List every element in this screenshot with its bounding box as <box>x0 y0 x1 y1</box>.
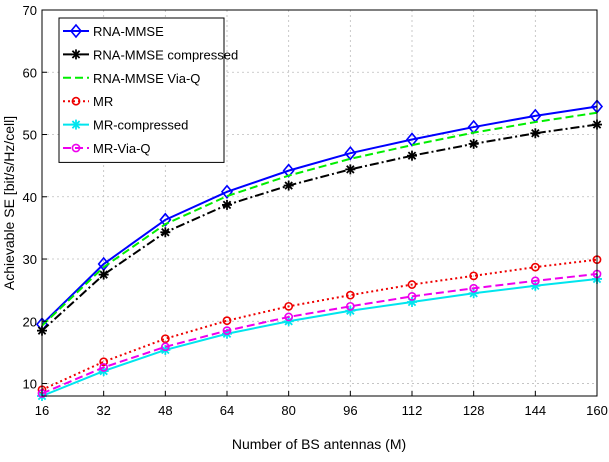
y-axis-label: Achievable SE [bit/s/Hz/cell] <box>1 116 17 290</box>
data-point <box>159 212 172 228</box>
x-tick-label: 144 <box>524 403 546 418</box>
data-point <box>99 357 109 367</box>
data-point <box>160 342 170 352</box>
y-tick-label: 40 <box>23 190 37 205</box>
x-tick-label: 80 <box>281 403 295 418</box>
legend-entry: RNA-MMSE Via-Q <box>63 71 200 86</box>
data-point <box>160 227 171 238</box>
data-point <box>99 362 109 372</box>
data-point <box>222 326 232 336</box>
data-point <box>530 262 540 272</box>
x-axis-label: Number of BS antennas (M) <box>232 436 406 452</box>
series-rna-mmse-via-q <box>41 111 598 327</box>
legend-entry: MR <box>63 94 113 109</box>
x-tick-label: 32 <box>96 403 110 418</box>
legend-marker <box>69 23 83 39</box>
legend-label: MR-compressed <box>93 118 188 133</box>
data-point <box>283 180 294 191</box>
data-point <box>407 150 417 161</box>
data-point <box>284 312 294 322</box>
y-tick-label: 50 <box>23 128 37 143</box>
series-mr <box>37 255 602 395</box>
legend-label: RNA-MMSE compressed <box>93 47 238 62</box>
legend-entry: RNA-MMSE compressed <box>63 47 238 62</box>
series-rna-mmse-compressed <box>37 119 602 336</box>
series-mr-via-q <box>37 269 602 398</box>
series-line <box>41 277 598 397</box>
data-point <box>530 128 541 139</box>
legend-marker <box>71 119 81 130</box>
data-point <box>407 291 417 301</box>
x-tick-label: 112 <box>402 403 423 418</box>
x-tick-label: 128 <box>463 403 485 418</box>
series-line <box>41 272 598 395</box>
series-line <box>41 111 598 327</box>
data-point <box>345 290 355 300</box>
data-point <box>345 164 356 175</box>
x-tick-label: 160 <box>586 403 608 418</box>
data-point <box>344 145 357 161</box>
x-tick-label: 64 <box>220 403 234 418</box>
series-line <box>41 105 598 326</box>
x-tick-label: 96 <box>343 403 357 418</box>
legend-marker <box>71 96 81 106</box>
data-point <box>222 316 232 326</box>
legend: RNA-MMSE RNA-MMSE compressed RNA-MMSE Via-… <box>58 17 238 163</box>
y-tick-label: 20 <box>23 314 37 329</box>
data-point <box>407 280 417 289</box>
x-tick-label: 16 <box>35 403 49 418</box>
axis-ticks: 16 32 48 64 80 96 112 128 144 160 10 20 30 40 50 60 70 <box>23 3 608 418</box>
series-line <box>41 258 598 391</box>
legend-label: RNA-MMSE Via-Q <box>93 71 200 86</box>
data-point <box>220 184 234 200</box>
y-tick-label: 60 <box>23 65 37 80</box>
data-point <box>284 301 294 311</box>
data-point <box>405 132 419 147</box>
data-point <box>160 334 170 344</box>
legend-entry: RNA-MMSE <box>63 23 164 39</box>
y-tick-label: 30 <box>23 252 37 267</box>
y-tick-label: 10 <box>23 377 37 392</box>
data-point <box>345 301 355 311</box>
series-layer <box>35 99 604 401</box>
x-tick-label: 48 <box>158 403 172 418</box>
data-point <box>98 269 109 280</box>
data-point <box>469 283 479 293</box>
data-point <box>530 276 540 286</box>
legend-marker <box>71 143 81 153</box>
plot-frame <box>41 9 598 397</box>
legend-label: RNA-MMSE <box>93 24 164 39</box>
legend-label: MR-Via-Q <box>93 141 151 156</box>
legend-entry: MR-compressed <box>63 118 188 133</box>
data-point <box>469 271 479 281</box>
legend-box <box>58 17 225 163</box>
legend-entry: MR-Via-Q <box>63 141 151 156</box>
data-point <box>222 199 232 210</box>
y-tick-label: 70 <box>23 3 37 18</box>
series-line <box>41 123 598 332</box>
data-point <box>468 138 479 149</box>
legend-marker <box>71 49 81 60</box>
legend-label: MR <box>93 94 113 109</box>
